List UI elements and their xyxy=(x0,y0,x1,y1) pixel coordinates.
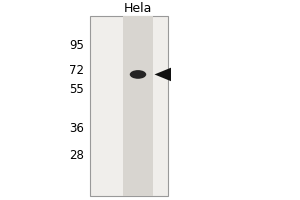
Text: 28: 28 xyxy=(69,149,84,162)
Ellipse shape xyxy=(130,70,146,79)
Text: 36: 36 xyxy=(69,122,84,135)
Polygon shape xyxy=(154,68,171,81)
Text: 72: 72 xyxy=(69,64,84,77)
Text: 55: 55 xyxy=(69,83,84,96)
Text: Hela: Hela xyxy=(124,2,152,15)
Bar xyxy=(90,16,168,196)
Text: 95: 95 xyxy=(69,39,84,52)
Bar xyxy=(123,16,153,196)
